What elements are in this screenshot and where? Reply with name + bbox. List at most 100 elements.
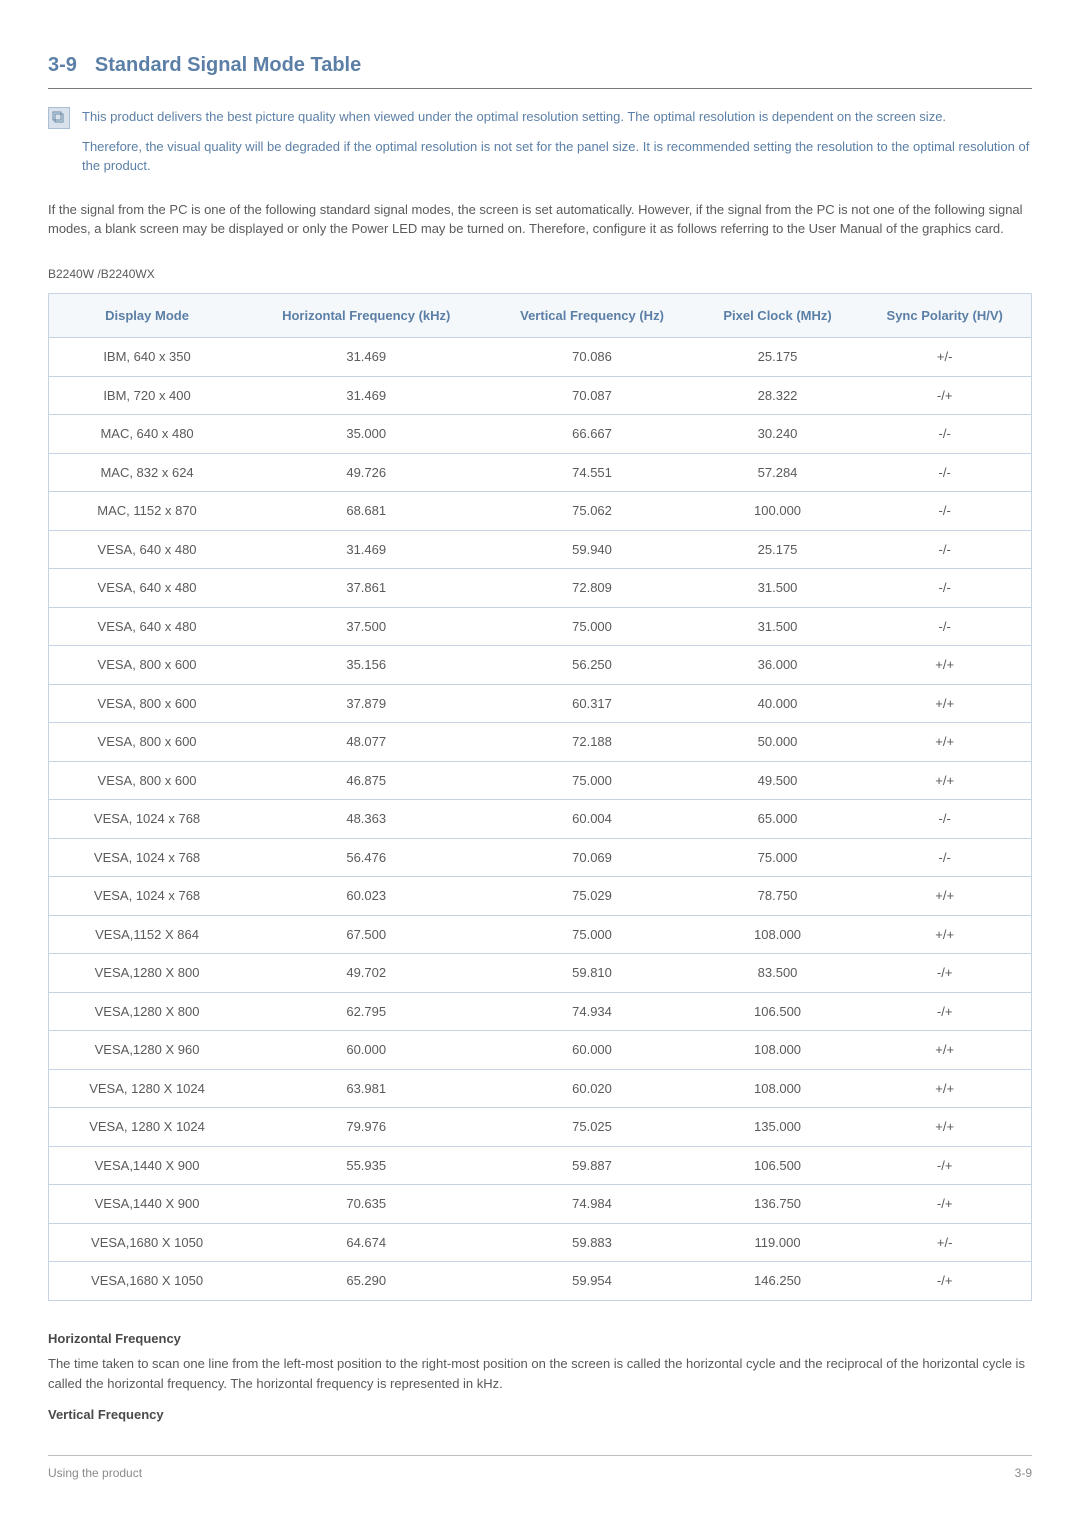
table-cell: 37.500 [245,607,487,646]
table-cell: -/- [858,569,1031,608]
table-cell: VESA, 1280 X 1024 [49,1069,246,1108]
table-cell: 60.004 [487,800,696,839]
table-cell: +/- [858,338,1031,377]
table-cell: VESA, 800 x 600 [49,723,246,762]
table-cell: 25.175 [697,338,859,377]
table-cell: VESA,1280 X 800 [49,992,246,1031]
table-cell: 106.500 [697,1146,859,1185]
table-row: VESA, 1280 X 102479.97675.025135.000+/+ [49,1108,1032,1147]
table-cell: 60.317 [487,684,696,723]
table-cell: 67.500 [245,915,487,954]
table-cell: 35.156 [245,646,487,685]
table-row: VESA, 1024 x 76860.02375.02978.750+/+ [49,877,1032,916]
table-row: VESA, 640 x 48037.86172.80931.500-/- [49,569,1032,608]
table-row: VESA,1280 X 96060.00060.000108.000+/+ [49,1031,1032,1070]
table-cell: 74.984 [487,1185,696,1224]
table-cell: VESA,1680 X 1050 [49,1262,246,1301]
table-cell: VESA, 1024 x 768 [49,800,246,839]
table-cell: 75.000 [697,838,859,877]
table-cell: VESA, 1024 x 768 [49,877,246,916]
note-paragraph-1: This product delivers the best picture q… [82,107,1032,127]
table-cell: 119.000 [697,1223,859,1262]
table-cell: VESA, 1024 x 768 [49,838,246,877]
table-cell: 50.000 [697,723,859,762]
table-cell: 59.940 [487,530,696,569]
table-cell: 59.883 [487,1223,696,1262]
table-cell: -/- [858,453,1031,492]
intro-paragraph: If the signal from the PC is one of the … [48,200,1032,239]
table-row: VESA, 1024 x 76848.36360.00465.000-/- [49,800,1032,839]
table-cell: 75.062 [487,492,696,531]
table-row: VESA,1680 X 105065.29059.954146.250-/+ [49,1262,1032,1301]
table-cell: +/+ [858,915,1031,954]
note-icon [48,107,70,129]
table-row: VESA,1440 X 90070.63574.984136.750-/+ [49,1185,1032,1224]
table-header: Horizontal Frequency (kHz) [245,293,487,338]
table-row: VESA, 800 x 60035.15656.25036.000+/+ [49,646,1032,685]
table-cell: 49.702 [245,954,487,993]
table-cell: 74.934 [487,992,696,1031]
table-cell: 40.000 [697,684,859,723]
table-cell: IBM, 640 x 350 [49,338,246,377]
table-cell: VESA,1440 X 900 [49,1185,246,1224]
table-header: Sync Polarity (H/V) [858,293,1031,338]
table-row: VESA, 800 x 60046.87575.00049.500+/+ [49,761,1032,800]
table-cell: +/+ [858,761,1031,800]
table-cell: -/+ [858,1262,1031,1301]
table-cell: VESA, 1280 X 1024 [49,1108,246,1147]
footer-right: 3-9 [1015,1464,1032,1482]
table-cell: 37.861 [245,569,487,608]
table-cell: MAC, 1152 x 870 [49,492,246,531]
note-paragraph-2: Therefore, the visual quality will be de… [82,137,1032,176]
table-cell: 100.000 [697,492,859,531]
table-cell: 66.667 [487,415,696,454]
table-cell: 56.250 [487,646,696,685]
table-cell: 57.284 [697,453,859,492]
table-cell: 55.935 [245,1146,487,1185]
table-cell: +/+ [858,877,1031,916]
table-row: VESA,1280 X 80062.79574.934106.500-/+ [49,992,1032,1031]
table-row: MAC, 1152 x 87068.68175.062100.000-/- [49,492,1032,531]
table-cell: +/- [858,1223,1031,1262]
table-cell: 31.500 [697,607,859,646]
table-cell: 65.000 [697,800,859,839]
table-cell: 106.500 [697,992,859,1031]
table-cell: -/- [858,800,1031,839]
table-row: MAC, 640 x 48035.00066.66730.240-/- [49,415,1032,454]
table-cell: 70.069 [487,838,696,877]
table-cell: 30.240 [697,415,859,454]
table-cell: 108.000 [697,1031,859,1070]
table-cell: -/+ [858,1146,1031,1185]
table-cell: VESA,1152 X 864 [49,915,246,954]
table-cell: -/- [858,607,1031,646]
table-cell: 49.500 [697,761,859,800]
model-label: B2240W /B2240WX [48,265,1032,283]
table-cell: 64.674 [245,1223,487,1262]
table-cell: 70.087 [487,376,696,415]
table-cell: +/+ [858,646,1031,685]
note-block: This product delivers the best picture q… [48,107,1032,186]
table-cell: 60.020 [487,1069,696,1108]
table-cell: 60.023 [245,877,487,916]
table-row: VESA, 1024 x 76856.47670.06975.000-/- [49,838,1032,877]
table-row: MAC, 832 x 62449.72674.55157.284-/- [49,453,1032,492]
table-row: VESA,1280 X 80049.70259.81083.500-/+ [49,954,1032,993]
table-cell: 28.322 [697,376,859,415]
table-cell: 25.175 [697,530,859,569]
table-row: VESA, 800 x 60037.87960.31740.000+/+ [49,684,1032,723]
table-cell: 75.000 [487,607,696,646]
table-cell: VESA, 640 x 480 [49,530,246,569]
table-cell: +/+ [858,684,1031,723]
horizontal-frequency-body: The time taken to scan one line from the… [48,1354,1032,1393]
table-cell: 146.250 [697,1262,859,1301]
table-header: Display Mode [49,293,246,338]
table-cell: 108.000 [697,1069,859,1108]
table-cell: 31.469 [245,530,487,569]
table-cell: +/+ [858,1069,1031,1108]
table-row: VESA, 640 x 48037.50075.00031.500-/- [49,607,1032,646]
table-cell: +/+ [858,723,1031,762]
table-cell: VESA,1680 X 1050 [49,1223,246,1262]
table-row: VESA, 1280 X 102463.98160.020108.000+/+ [49,1069,1032,1108]
table-cell: 31.469 [245,376,487,415]
section-number: 3-9 [48,50,77,80]
